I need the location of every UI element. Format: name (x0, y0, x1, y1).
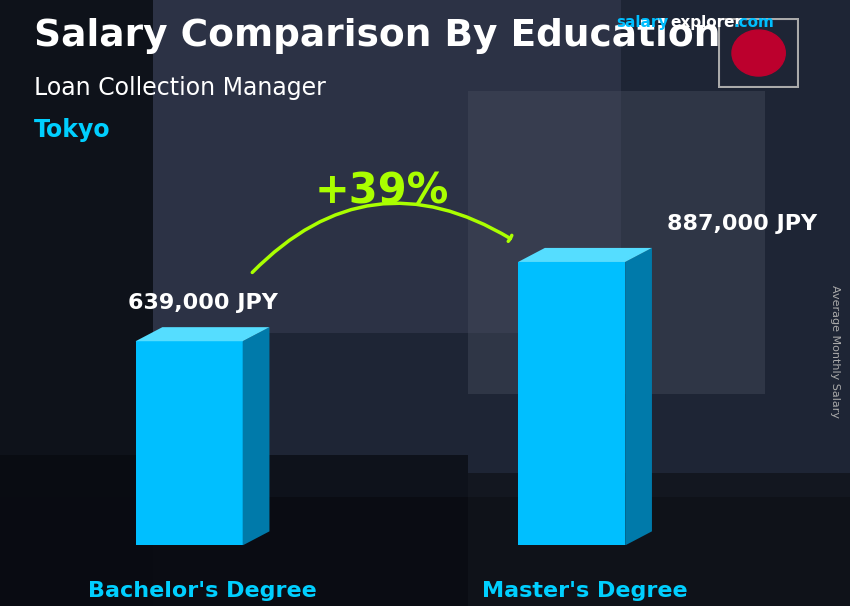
Text: 639,000 JPY: 639,000 JPY (128, 293, 278, 313)
Text: Tokyo: Tokyo (34, 118, 110, 142)
Text: Loan Collection Manager: Loan Collection Manager (34, 76, 326, 100)
Text: salary: salary (616, 15, 669, 30)
Polygon shape (136, 341, 243, 545)
Bar (0, 0, 153, 606)
Polygon shape (625, 248, 652, 545)
Polygon shape (518, 262, 625, 545)
Bar (153, 0, 620, 333)
Bar (0, 454, 468, 606)
Text: Average Monthly Salary: Average Monthly Salary (830, 285, 840, 418)
Text: 887,000 JPY: 887,000 JPY (667, 214, 818, 234)
Bar (468, 473, 850, 606)
Bar (0, 497, 850, 606)
Bar (468, 91, 765, 394)
Polygon shape (243, 327, 269, 545)
Polygon shape (518, 248, 652, 262)
Circle shape (732, 30, 785, 76)
Text: .com: .com (734, 15, 774, 30)
Text: Master's Degree: Master's Degree (482, 581, 688, 601)
Text: explorer: explorer (671, 15, 743, 30)
Text: +39%: +39% (315, 171, 450, 213)
Text: Bachelor's Degree: Bachelor's Degree (88, 581, 317, 601)
Polygon shape (136, 327, 269, 341)
Text: Salary Comparison By Education: Salary Comparison By Education (34, 18, 720, 54)
